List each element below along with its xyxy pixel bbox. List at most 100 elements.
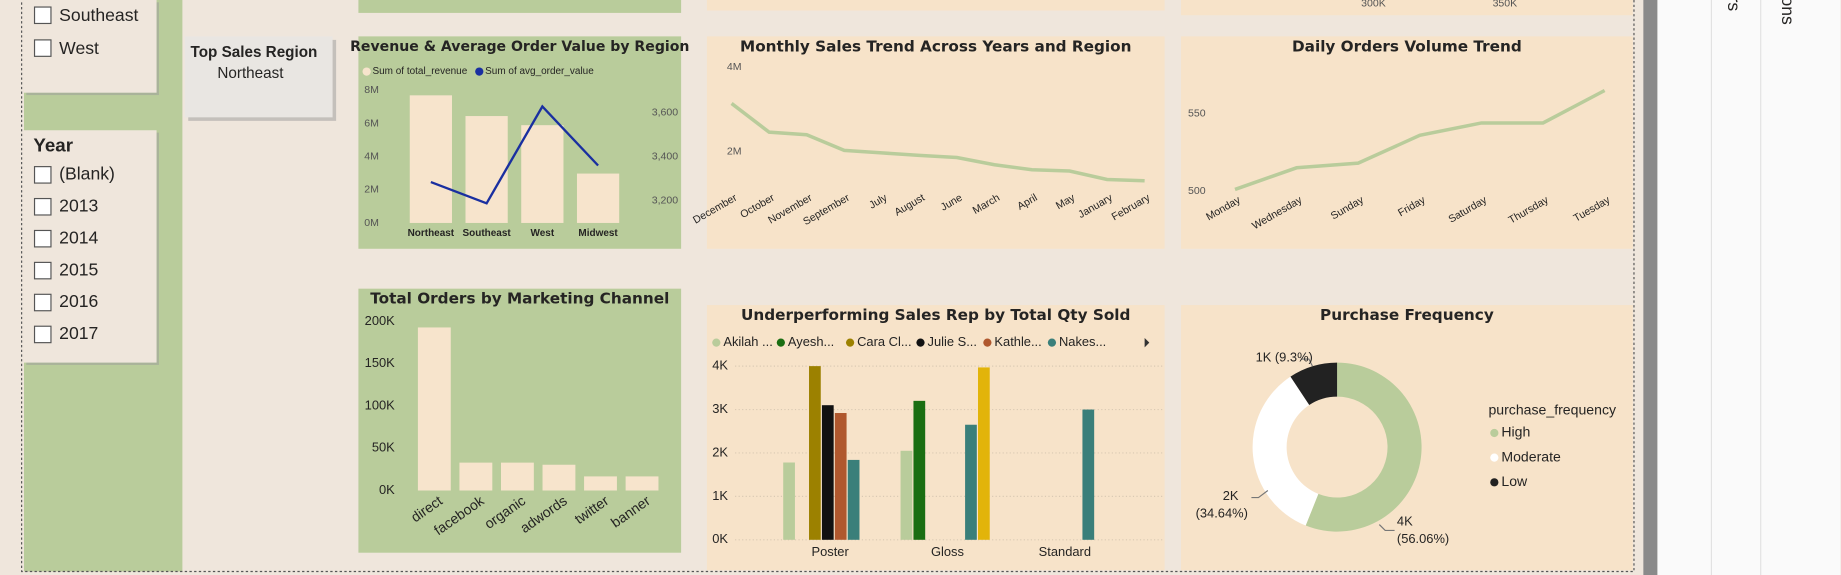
donut-slice: [1290, 362, 1338, 406]
y-tick-label: 3K: [712, 401, 728, 416]
leader-line: [1300, 358, 1313, 367]
data-label: 4K: [1397, 514, 1413, 529]
bar: [542, 464, 576, 491]
y-tick-label: 8M: [364, 84, 379, 96]
checkbox[interactable]: [33, 39, 52, 57]
slicer-item[interactable]: Southeast: [59, 5, 138, 25]
slicer-item[interactable]: 2017: [59, 323, 98, 343]
y-tick-label: 550: [1188, 107, 1206, 119]
charts: Revenue & Average Order Value by Region S…: [350, 36, 1633, 571]
x-tick-label: Standard: [1039, 544, 1091, 559]
legend-label: Kathle...: [994, 334, 1041, 349]
y-tick-label: 2M: [727, 145, 742, 157]
legend-marker: [362, 67, 371, 76]
bar: [821, 405, 834, 540]
checkbox[interactable]: [33, 166, 52, 184]
legend-label: Moderate: [1501, 448, 1561, 464]
bar: [847, 459, 860, 540]
y2-tick-label: 3,600: [652, 106, 679, 118]
legend-marker: [916, 338, 925, 347]
y-tick-label: 150K: [365, 355, 396, 370]
x-tick-label: Midwest: [578, 228, 618, 239]
legend-marker: [712, 338, 721, 347]
clipped-panel: [358, 0, 682, 13]
legend-scroll[interactable]: [1144, 337, 1150, 348]
pane-tab[interactable]: rs: [1724, 0, 1744, 11]
card-value: Northeast: [217, 65, 284, 82]
legend-label: Cara Cl...: [857, 334, 911, 349]
checkbox[interactable]: [33, 293, 52, 312]
donut-slice: [1305, 362, 1422, 532]
bar: [465, 116, 508, 223]
slicer-item[interactable]: (Blank): [59, 164, 115, 184]
bar: [576, 173, 620, 223]
pane-tab[interactable]: ons: [1778, 0, 1798, 25]
bar: [521, 125, 564, 223]
bar: [459, 462, 493, 491]
chart-title: Total Orders by Marketing Channel: [370, 290, 669, 308]
y-tick-label: 1K: [712, 488, 728, 503]
bar: [978, 367, 990, 540]
y-tick-label: 0K: [379, 482, 395, 497]
data-label: (9.3%): [1275, 349, 1313, 364]
slicer-item[interactable]: 2016: [59, 291, 98, 311]
checkbox[interactable]: [33, 261, 52, 280]
checkbox[interactable]: [33, 6, 52, 25]
slicer-item[interactable]: 2015: [59, 259, 98, 279]
checkbox[interactable]: [33, 229, 52, 248]
pane-strip: [1657, 0, 1841, 575]
bar: [1082, 409, 1095, 540]
y-tick-label: 50K: [372, 440, 395, 455]
slicer-items: (Blank) 2013 2014 2015 2016 2017: [33, 164, 115, 344]
leader-line: [1378, 524, 1395, 531]
y2-tick-label: 3,200: [652, 195, 679, 207]
y-tick-label: 0M: [364, 217, 379, 229]
bar: [500, 462, 534, 491]
x-tick-label: West: [531, 228, 555, 239]
y-tick-label: 4K: [712, 358, 728, 373]
clipped-panel: [706, 0, 1165, 11]
legend-marker: [983, 338, 992, 347]
x-tick-label: Southeast: [463, 228, 512, 239]
checkbox[interactable]: [33, 197, 52, 216]
chart-title: Underperforming Sales Rep by Total Qty S…: [741, 306, 1130, 324]
x-tick-label: Poster: [812, 544, 850, 559]
legend-label: Low: [1501, 473, 1528, 489]
legend-label: Sum of total_revenue: [372, 66, 467, 77]
chart-title: Purchase Frequency: [1320, 306, 1494, 324]
bar: [783, 462, 795, 540]
data-label: 1K: [1256, 349, 1272, 364]
data-label: (34.64%): [1196, 505, 1248, 520]
slicer-title: Year: [33, 135, 73, 156]
slicer-item[interactable]: 2014: [59, 227, 98, 247]
bar: [417, 327, 451, 491]
donut-slice: [1252, 376, 1319, 526]
bar: [809, 366, 821, 540]
legend-marker: [845, 338, 855, 347]
legend-marker: [1490, 478, 1499, 487]
bar: [965, 424, 977, 540]
chart-title: Daily Orders Volume Trend: [1292, 37, 1522, 55]
bar: [900, 450, 913, 540]
data-label: (56.06%): [1397, 531, 1449, 546]
y-tick-label: 4M: [364, 150, 379, 162]
y-tick-label: 500: [1188, 185, 1206, 197]
legend-marker: [1490, 453, 1499, 462]
chart-title: Monthly Sales Trend Across Years and Reg…: [740, 37, 1131, 55]
slicer-item[interactable]: West: [59, 38, 99, 58]
data-label: 2K: [1223, 488, 1239, 503]
chart-panel: [358, 288, 682, 553]
leader-line: [1251, 490, 1269, 499]
clipped-panel: [1181, 0, 1633, 16]
bar: [913, 400, 926, 540]
y-tick-label: 6M: [364, 117, 379, 129]
card-title: Top Sales Region: [191, 44, 318, 61]
checkbox[interactable]: [33, 325, 52, 344]
scrollbar[interactable]: [1643, 0, 1658, 575]
legend-title: purchase_frequency: [1488, 401, 1617, 417]
legend-marker: [1047, 338, 1057, 347]
x-tick-label: Northeast: [408, 228, 455, 239]
slicer-item[interactable]: 2013: [59, 195, 98, 215]
y2-tick-label: 3,400: [652, 150, 679, 162]
